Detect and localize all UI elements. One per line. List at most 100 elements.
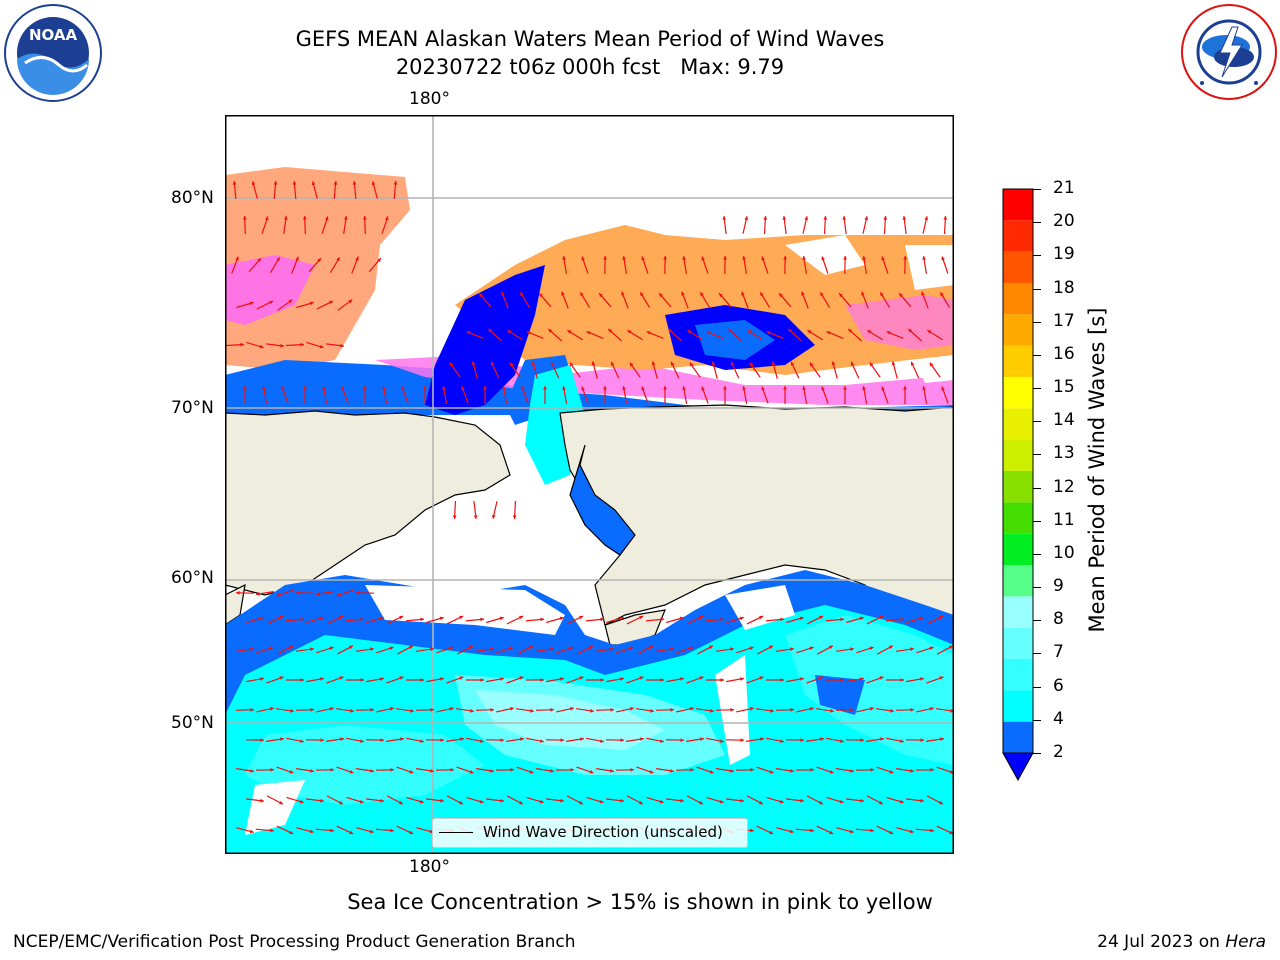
wave-direction-arrowhead bbox=[240, 342, 244, 347]
wave-direction-arrowhead bbox=[352, 181, 357, 185]
wave-direction-arrowhead bbox=[859, 616, 864, 621]
wave-direction-arrowhead bbox=[829, 770, 834, 774]
wave-direction-arrowhead bbox=[473, 515, 478, 519]
wave-direction-arrowhead bbox=[466, 331, 471, 335]
wave-direction-arrowhead bbox=[419, 799, 424, 804]
wave-direction-arrowhead bbox=[860, 738, 864, 742]
wave-direction-arrowhead bbox=[470, 708, 474, 713]
wave-direction-arrowhead bbox=[333, 181, 338, 185]
wave-direction-arrowhead bbox=[711, 361, 716, 366]
wave-direction-arrowhead bbox=[289, 830, 294, 835]
wave-direction-arrowhead bbox=[500, 738, 504, 742]
wave-direction-arrowhead bbox=[909, 829, 914, 834]
wave-direction-arrowhead bbox=[788, 329, 793, 333]
wave-direction-arrowhead bbox=[929, 362, 934, 367]
wave-direction-arrowhead bbox=[809, 646, 814, 651]
colorbar-box bbox=[1003, 189, 1033, 221]
wave-direction-arrowhead bbox=[450, 768, 454, 772]
wave-direction-arrowhead bbox=[640, 737, 644, 741]
wave-direction-arrowhead bbox=[940, 292, 944, 297]
wave-direction-arrowhead bbox=[930, 707, 934, 711]
wave-direction-arrowhead bbox=[850, 647, 854, 652]
wave-direction-arrowhead bbox=[423, 386, 427, 390]
wave-direction-arrowhead bbox=[380, 677, 384, 681]
wave-direction-arrowhead bbox=[722, 216, 727, 220]
wave-direction-arrowhead bbox=[300, 617, 304, 622]
wave-direction-arrowhead bbox=[401, 386, 405, 391]
wave-direction-arrowhead bbox=[269, 300, 274, 305]
wave-direction-arrowhead bbox=[561, 291, 565, 296]
wave-direction-arrowhead bbox=[641, 386, 645, 391]
wave-direction-arrowhead bbox=[709, 770, 714, 774]
wave-direction-arrowhead bbox=[723, 386, 727, 390]
wave-direction-arrowhead bbox=[330, 768, 334, 772]
colorbar-tick-mark bbox=[1033, 487, 1041, 489]
colorbar-tick-label: 15 bbox=[1053, 377, 1075, 398]
wave-direction-arrowhead bbox=[408, 645, 413, 650]
colorbar-tick-mark bbox=[1033, 454, 1041, 456]
wave-direction-arrowhead bbox=[279, 800, 283, 805]
wave-direction-arrowhead bbox=[843, 386, 847, 390]
colorbar-tick-label: 2 bbox=[1053, 742, 1064, 762]
wave-direction-arrowhead bbox=[761, 386, 765, 391]
wave-direction-arrowhead bbox=[610, 647, 614, 652]
wave-direction-arrowhead bbox=[640, 292, 644, 297]
wave-direction-arrowhead bbox=[910, 647, 914, 652]
wave-direction-arrowhead bbox=[502, 386, 506, 390]
colorbar-tick-mark bbox=[1033, 354, 1041, 356]
wave-direction-arrowhead bbox=[459, 800, 463, 805]
wave-direction-arrowhead bbox=[900, 617, 904, 622]
wave-direction-arrowhead bbox=[670, 361, 675, 366]
wave-direction-arrowhead bbox=[283, 216, 288, 220]
wave-direction-arrowhead bbox=[807, 330, 812, 334]
colorbar-tick-label: 8 bbox=[1053, 609, 1064, 630]
footer-left: NCEP/EMC/Verification Post Processing Pr… bbox=[13, 932, 576, 952]
colorbar-tick-label: 13 bbox=[1053, 443, 1075, 464]
wave-direction-arrowhead bbox=[399, 800, 403, 805]
wave-direction-arrowhead bbox=[300, 678, 304, 682]
wave-direction-arrowhead bbox=[800, 738, 804, 742]
colorbar-tick-label: 14 bbox=[1053, 410, 1075, 431]
footer-host: Hera bbox=[1225, 932, 1266, 952]
wave-direction-arrowhead bbox=[610, 707, 614, 712]
wave-direction-arrowhead bbox=[440, 798, 444, 803]
wave-direction-arrowhead bbox=[790, 769, 794, 773]
wave-direction-arrowhead bbox=[409, 770, 414, 774]
wave-direction-arrowhead bbox=[720, 617, 724, 622]
wave-direction-arrowhead bbox=[343, 216, 348, 220]
wave-direction-arrowhead bbox=[701, 386, 705, 391]
colorbar-tick-mark bbox=[1033, 620, 1041, 622]
colorbar-tick-label: 20 bbox=[1053, 211, 1075, 232]
wave-direction-arrowhead bbox=[849, 829, 854, 834]
wave-direction-arrowhead bbox=[730, 769, 734, 773]
wave-direction-arrowhead bbox=[663, 256, 667, 260]
wave-direction-arrowhead bbox=[280, 737, 284, 741]
wave-direction-arrowhead bbox=[670, 769, 674, 773]
wave-direction-arrowhead bbox=[879, 800, 883, 805]
wave-direction-arrowhead bbox=[610, 361, 615, 366]
wave-direction-arrowhead bbox=[867, 330, 872, 334]
wave-direction-arrowhead bbox=[581, 386, 585, 391]
wave-direction-arrowhead bbox=[468, 645, 473, 650]
wave-direction-arrowhead bbox=[622, 256, 626, 260]
wave-direction-arrowhead bbox=[680, 738, 684, 742]
wave-direction-arrowhead bbox=[588, 645, 593, 650]
colorbar-box bbox=[1003, 408, 1033, 440]
wave-direction-arrowhead bbox=[670, 707, 674, 712]
wave-direction-arrowhead bbox=[550, 647, 554, 652]
wave-direction-arrowhead bbox=[850, 707, 854, 712]
wave-direction-arrowhead bbox=[382, 386, 386, 390]
noaa-logo-text: NOAA bbox=[29, 26, 78, 44]
wave-direction-arrowhead bbox=[599, 293, 603, 298]
wave-direction-arrowhead bbox=[250, 647, 254, 652]
wave-direction-arrowhead bbox=[460, 737, 464, 741]
wave-direction-arrowhead bbox=[809, 362, 814, 367]
wave-direction-arrowhead bbox=[490, 707, 494, 712]
wave-direction-arrowhead bbox=[779, 799, 784, 804]
wave-direction-arrowhead bbox=[621, 291, 625, 296]
wave-direction-arrowhead bbox=[560, 798, 564, 803]
wave-direction-arrowhead bbox=[682, 256, 686, 260]
wave-direction-arrowhead bbox=[295, 256, 299, 261]
wave-direction-arrowhead bbox=[320, 798, 324, 803]
wave-direction-arrowhead bbox=[310, 707, 314, 712]
